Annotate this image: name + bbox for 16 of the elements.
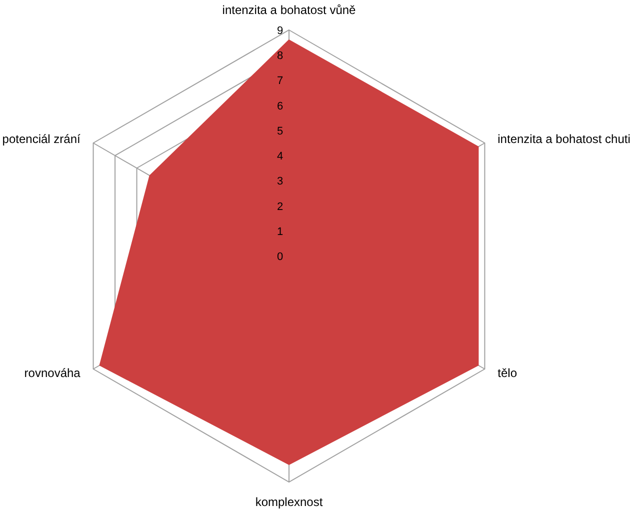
- y-tick-label: 2: [276, 200, 284, 213]
- y-tick-label: 8: [276, 50, 284, 62]
- y-tick-label: 5: [276, 125, 284, 138]
- spoke-label: intenzita a bohatost chuti: [498, 132, 630, 146]
- spoke-label: tělo: [498, 366, 518, 380]
- y-tick-label: 4: [276, 150, 284, 163]
- y-tick-label: 7: [276, 75, 284, 88]
- y-tick-label: 6: [276, 100, 284, 112]
- y-tick-label: 0: [276, 251, 284, 263]
- y-tick-label: 1: [276, 226, 284, 238]
- spoke-label: intenzita a bohatost vůně: [222, 3, 356, 17]
- y-tick-label: 3: [276, 176, 284, 188]
- spoke-label: rovnováha: [24, 366, 81, 380]
- spoke-label: komplexnost: [255, 495, 324, 509]
- spoke-label: potenciál zrání: [2, 132, 82, 146]
- y-tick-label: 9: [276, 25, 284, 37]
